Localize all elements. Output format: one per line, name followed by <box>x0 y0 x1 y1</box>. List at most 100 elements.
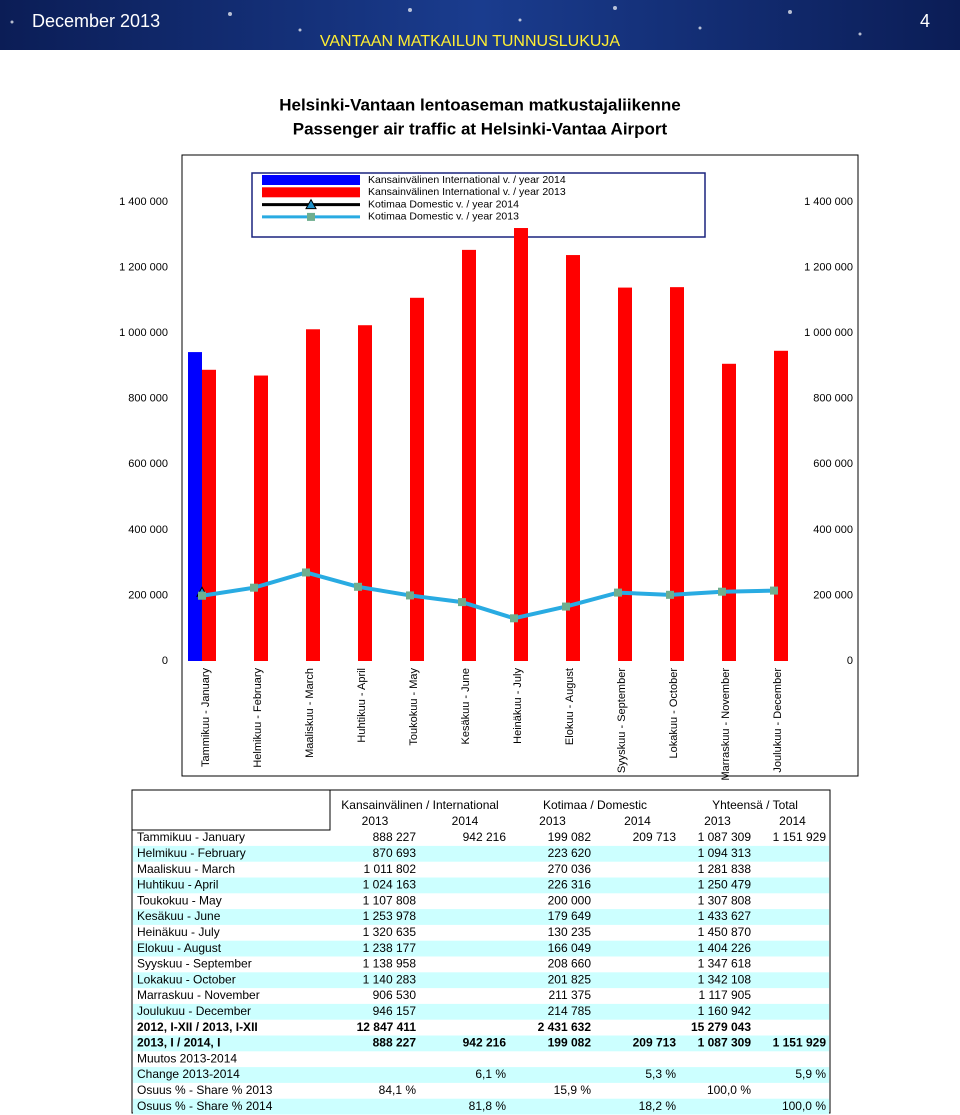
legend-label: Kotimaa Domestic v. / year 2014 <box>368 198 519 210</box>
cell-value: 199 082 <box>548 830 592 844</box>
row-label: Kesäkuu - June <box>137 909 221 923</box>
row-label: Marraskuu - November <box>137 988 260 1002</box>
x-tick-label: Tammikuu - January <box>200 668 212 768</box>
line-marker <box>198 591 206 600</box>
bar <box>670 287 684 661</box>
x-tick-label: Huhtikuu - April <box>356 668 368 743</box>
cell-value: 1 117 905 <box>699 988 752 1002</box>
row-label: Osuus % - Share % 2013 <box>137 1083 273 1097</box>
cell-value: 100,0 % <box>707 1083 751 1097</box>
row-background <box>133 1003 829 1020</box>
cell-value: 942 216 <box>463 830 507 844</box>
row-label: 2013, I / 2014, I <box>137 1036 220 1050</box>
line-marker <box>250 583 258 592</box>
y2-tick-label: 1 400 000 <box>804 196 853 208</box>
legend-label: Kansainvälinen International v. / year 2… <box>368 174 566 186</box>
cell-value: 179 649 <box>548 909 592 923</box>
cell-value: 200 000 <box>548 893 592 907</box>
row-background <box>133 909 829 925</box>
table-corner <box>131 789 331 831</box>
cell-value: 1 011 802 <box>364 862 417 876</box>
cell-value: 130 235 <box>548 925 592 939</box>
cell-value: 1 151 929 <box>773 830 827 844</box>
cell-value: 1 087 309 <box>698 830 752 844</box>
cell-value: 226 316 <box>548 878 592 892</box>
column-year: 2014 <box>452 814 479 828</box>
row-label: Elokuu - August <box>137 941 222 955</box>
legend-marker <box>307 212 315 221</box>
legend-label: Kansainvälinen International v. / year 2… <box>368 186 566 198</box>
row-label: Maaliskuu - March <box>137 862 235 876</box>
x-tick-label: Toukokuu - May <box>408 668 420 746</box>
cell-value: 5,3 % <box>645 1067 676 1081</box>
cell-value: 1 342 108 <box>698 972 752 986</box>
cell-value: 1 107 808 <box>363 893 417 907</box>
column-year: 2014 <box>624 814 651 828</box>
bar <box>722 363 736 661</box>
y2-tick-label: 200 000 <box>813 589 853 601</box>
cell-value: 1 087 309 <box>698 1036 752 1050</box>
cell-value: 84,1 % <box>379 1083 417 1097</box>
cell-value: 1 450 870 <box>698 925 752 939</box>
cell-value: 1 404 226 <box>698 941 752 955</box>
column-year: 2013 <box>704 814 731 828</box>
cell-value: 1 250 479 <box>698 878 752 892</box>
cell-value: 1 094 313 <box>698 846 752 860</box>
line-marker <box>458 598 466 607</box>
x-tick-label: Lokakuu - October <box>668 668 680 759</box>
banner <box>0 0 960 50</box>
cell-value: 18,2 % <box>639 1099 677 1113</box>
page-title: Helsinki-Vantaan lentoaseman matkustajal… <box>279 95 681 114</box>
row-label: Helmikuu - February <box>137 846 246 860</box>
bar <box>618 287 632 661</box>
cell-value: 946 157 <box>373 1004 417 1018</box>
line-marker <box>302 568 310 577</box>
cell-value: 1 151 929 <box>773 1036 827 1050</box>
row-label: Muutos 2013-2014 <box>137 1051 237 1065</box>
cell-value: 209 713 <box>633 830 677 844</box>
row-label: 2012, I-XII / 2013, I-XII <box>137 1020 258 1034</box>
cell-value: 1 238 177 <box>363 941 417 955</box>
y-tick-label: 400 000 <box>128 524 168 536</box>
cell-value: 1 138 958 <box>363 957 417 971</box>
cell-value: 15 279 043 <box>691 1020 751 1034</box>
row-background <box>133 877 829 894</box>
x-tick-label: Marraskuu - November <box>720 668 732 781</box>
row-label: Tammikuu - January <box>137 830 245 844</box>
line-marker <box>614 588 622 597</box>
y-tick-label: 1 200 000 <box>119 261 168 273</box>
y-tick-label: 1 400 000 <box>119 196 168 208</box>
line <box>201 570 775 621</box>
column-group: Kansainvälinen / International <box>341 798 498 812</box>
cell-value: 81,8 % <box>469 1099 507 1113</box>
y2-tick-label: 400 000 <box>813 524 853 536</box>
row-label: Syyskuu - September <box>137 957 252 971</box>
legend-marker <box>305 198 317 210</box>
x-tick-label: Maaliskuu - March <box>304 668 316 758</box>
column-group: Kotimaa / Domestic <box>543 798 647 812</box>
y2-tick-label: 600 000 <box>813 458 853 470</box>
cell-value: 100,0 % <box>782 1099 826 1113</box>
cell-value: 1 160 942 <box>698 1004 752 1018</box>
bar <box>202 369 216 661</box>
bar <box>774 350 788 661</box>
x-tick-label: Joulukuu - December <box>772 668 784 773</box>
cell-value: 1 347 618 <box>698 957 752 971</box>
cell-value: 1 320 635 <box>363 925 417 939</box>
column-year: 2013 <box>539 814 566 828</box>
line-marker <box>718 587 726 596</box>
cell-value: 1 253 978 <box>363 909 417 923</box>
column-group: Yhteensä / Total <box>712 798 798 812</box>
cell-value: 223 620 <box>548 846 592 860</box>
column-year: 2013 <box>362 814 389 828</box>
row-background <box>133 845 829 862</box>
x-tick-label: Syyskuu - September <box>616 668 628 773</box>
cell-value: 1 281 838 <box>698 862 752 876</box>
x-tick-label: Elokuu - August <box>564 668 576 745</box>
y-tick-label: 800 000 <box>128 393 168 405</box>
row-label: Osuus % - Share % 2014 <box>137 1099 273 1113</box>
chart-frame <box>181 154 859 777</box>
cell-value: 15,9 % <box>554 1083 592 1097</box>
cell-value: 6,1 % <box>475 1067 506 1081</box>
line-marker <box>354 582 362 591</box>
